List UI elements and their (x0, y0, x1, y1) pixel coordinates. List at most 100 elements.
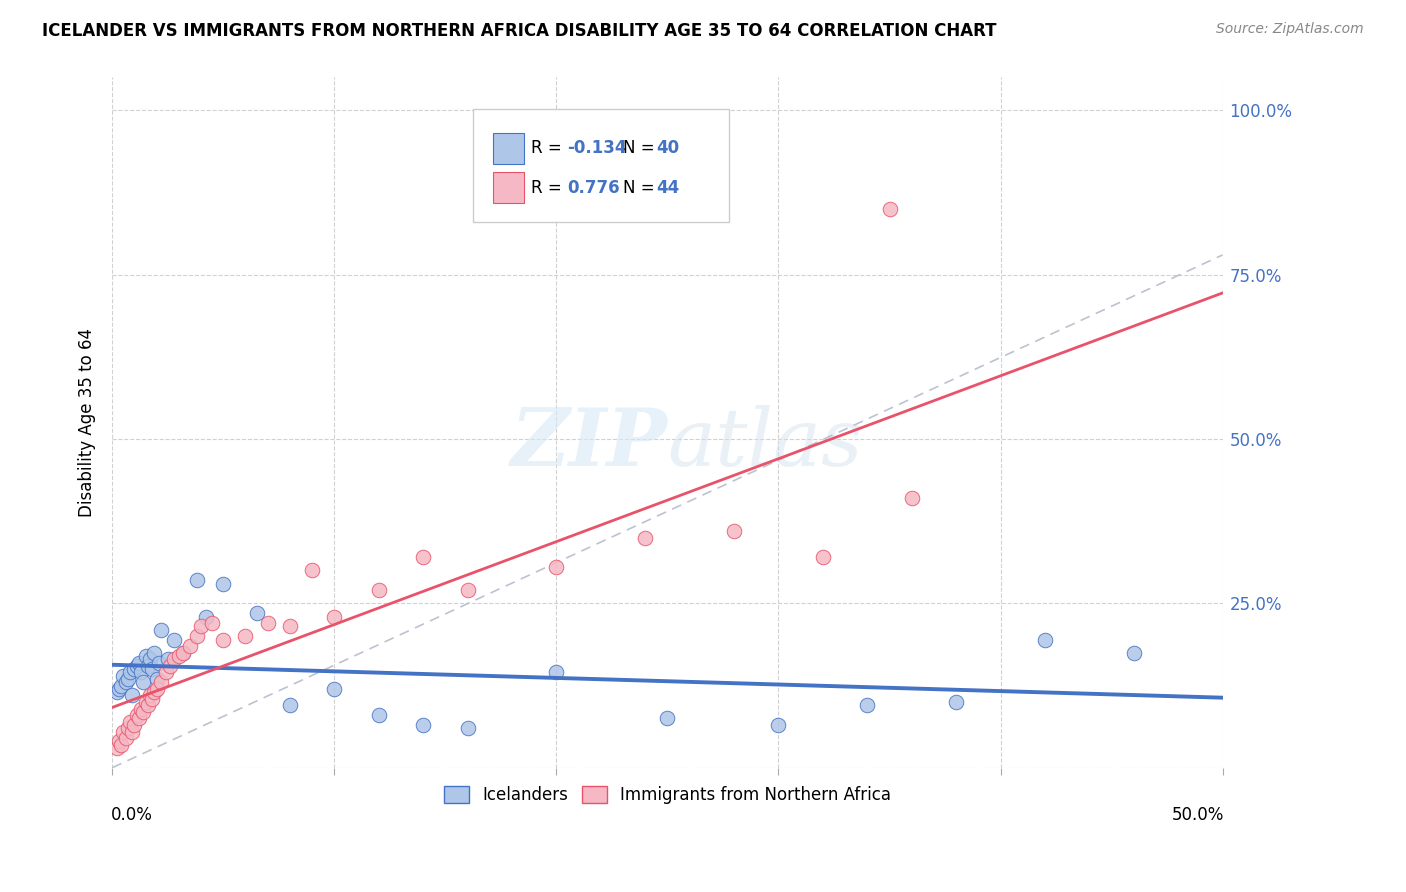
Point (155, 665, 177, 680)
Point (117, 672, 139, 686)
Point (150, 623, 173, 637)
Point (235, 629, 257, 643)
Point (125, 658, 148, 673)
Point (167, 648, 190, 663)
Point (141, 662, 163, 676)
Point (145, 681, 167, 696)
Point (323, 609, 346, 624)
Text: 0.776: 0.776 (568, 179, 620, 197)
Text: 50.0%: 50.0% (1171, 805, 1223, 823)
Point (201, 616, 224, 631)
Point (136, 698, 159, 713)
Point (132, 675, 155, 690)
Point (129, 665, 152, 680)
Point (128, 711, 150, 725)
Point (139, 652, 162, 666)
Point (118, 714, 141, 729)
Point (367, 708, 389, 723)
Point (1033, 632, 1056, 647)
FancyBboxPatch shape (494, 133, 524, 164)
Point (367, 583, 389, 598)
Point (110, 738, 132, 752)
Point (900, 491, 922, 505)
Point (856, 698, 879, 713)
Point (136, 658, 159, 673)
Point (412, 550, 434, 565)
Point (105, 685, 128, 699)
Text: R =: R = (531, 179, 567, 197)
Text: atlas: atlas (668, 405, 863, 482)
Point (212, 632, 235, 647)
Point (143, 646, 166, 660)
Point (546, 665, 568, 680)
Point (117, 721, 139, 735)
Point (125, 708, 148, 723)
Y-axis label: Disability Age 35 to 64: Disability Age 35 to 64 (79, 328, 96, 517)
Point (124, 662, 146, 676)
Point (457, 583, 479, 598)
Point (128, 656, 150, 670)
Point (108, 681, 131, 696)
Point (139, 689, 162, 703)
Point (135, 648, 157, 663)
Legend: Icelanders, Immigrants from Northern Africa: Icelanders, Immigrants from Northern Afr… (437, 780, 897, 811)
Text: -0.134: -0.134 (568, 139, 627, 157)
Point (150, 675, 173, 690)
FancyBboxPatch shape (494, 172, 524, 203)
Point (301, 564, 323, 578)
Point (112, 724, 135, 739)
Point (105, 741, 128, 756)
Point (194, 609, 217, 624)
Point (723, 524, 745, 538)
Point (163, 652, 186, 666)
Text: Source: ZipAtlas.com: Source: ZipAtlas.com (1216, 22, 1364, 37)
Point (256, 616, 278, 631)
Point (212, 576, 235, 591)
Point (124, 718, 146, 732)
FancyBboxPatch shape (474, 109, 728, 222)
Text: ICELANDER VS IMMIGRANTS FROM NORTHERN AFRICA DISABILITY AGE 35 TO 64 CORRELATION: ICELANDER VS IMMIGRANTS FROM NORTHERN AF… (42, 22, 997, 40)
Text: 0.0%: 0.0% (111, 805, 153, 823)
Point (323, 681, 346, 696)
Point (114, 675, 136, 690)
Point (172, 646, 194, 660)
Point (945, 695, 967, 709)
Point (132, 705, 155, 719)
Text: N =: N = (623, 139, 659, 157)
Point (163, 632, 186, 647)
Point (143, 685, 166, 699)
Point (145, 672, 167, 686)
Point (879, 202, 901, 216)
Point (190, 619, 212, 633)
Point (172, 646, 194, 660)
Text: ZIP: ZIP (510, 405, 668, 482)
Text: R =: R = (531, 139, 567, 157)
Point (179, 639, 201, 653)
Point (278, 698, 301, 713)
Point (412, 718, 434, 732)
Text: 44: 44 (657, 179, 679, 197)
Point (112, 668, 135, 682)
Point (186, 574, 208, 588)
Point (114, 731, 136, 745)
Point (159, 658, 181, 673)
Point (156, 652, 179, 666)
Point (546, 560, 568, 574)
Point (135, 695, 157, 709)
Point (634, 531, 657, 545)
Point (110, 679, 132, 693)
Point (121, 724, 143, 739)
Point (141, 691, 163, 706)
Point (457, 721, 479, 735)
Point (148, 656, 170, 670)
Point (768, 718, 790, 732)
Text: N =: N = (623, 179, 659, 197)
Point (811, 550, 834, 565)
Point (245, 606, 267, 620)
Point (121, 689, 143, 703)
Point (186, 629, 208, 643)
Point (129, 701, 152, 715)
Point (1122, 646, 1144, 660)
Text: 40: 40 (657, 139, 679, 157)
Point (657, 711, 679, 725)
